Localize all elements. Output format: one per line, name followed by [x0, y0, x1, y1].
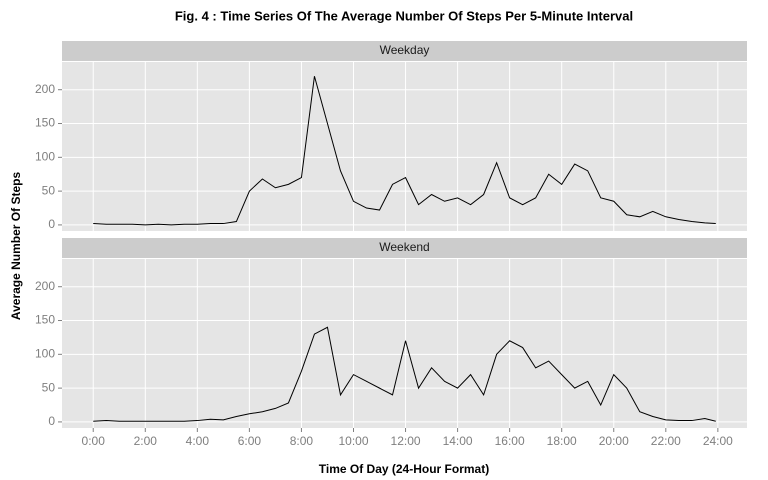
- y-tick-label: 150: [35, 313, 55, 327]
- strip: [62, 41, 747, 61]
- series-line: [93, 76, 716, 226]
- x-tick-label: 8:00: [290, 434, 314, 448]
- x-tick-label: 0:00: [82, 434, 106, 448]
- x-tick-label: 24:00: [703, 434, 733, 448]
- strip-label: Weekday: [380, 43, 430, 57]
- strip-label: Weekend: [379, 240, 429, 254]
- y-tick-label: 50: [42, 380, 56, 394]
- y-tick-label: 200: [35, 279, 55, 293]
- x-tick-label: 2:00: [134, 434, 158, 448]
- strip: [62, 238, 747, 258]
- series-line: [93, 326, 716, 422]
- x-tick-label: 22:00: [651, 434, 681, 448]
- x-tick-label: 12:00: [391, 434, 421, 448]
- y-tick-label: 100: [35, 149, 55, 163]
- y-tick-label: 0: [48, 414, 55, 428]
- y-axis-title: Average Number Of Steps: [9, 172, 23, 321]
- x-tick-label: 10:00: [338, 434, 368, 448]
- y-tick-label: 0: [48, 217, 55, 231]
- x-tick-label: 16:00: [495, 434, 525, 448]
- panel-background: [62, 62, 747, 231]
- x-tick-label: 14:00: [443, 434, 473, 448]
- y-tick-label: 150: [35, 116, 55, 130]
- x-tick-label: 6:00: [238, 434, 262, 448]
- x-tick-label: 4:00: [186, 434, 210, 448]
- y-tick-label: 200: [35, 82, 55, 96]
- chart-title: Fig. 4 : Time Series Of The Average Numb…: [175, 8, 633, 23]
- x-tick-label: 20:00: [599, 434, 629, 448]
- y-tick-label: 100: [35, 346, 55, 360]
- x-axis-title: Time Of Day (24-Hour Format): [319, 462, 489, 476]
- x-tick-label: 18:00: [547, 434, 577, 448]
- y-tick-label: 50: [42, 183, 56, 197]
